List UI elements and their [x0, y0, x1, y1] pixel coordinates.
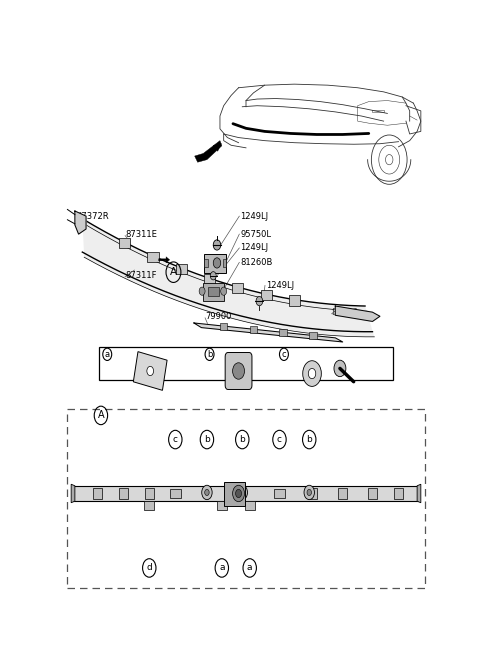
Bar — [204, 274, 215, 285]
Text: A: A — [170, 267, 177, 277]
Text: c: c — [277, 435, 282, 444]
Bar — [279, 329, 287, 336]
Bar — [368, 488, 377, 499]
Circle shape — [204, 490, 209, 496]
Circle shape — [240, 490, 244, 496]
Text: 85316: 85316 — [224, 350, 250, 359]
Bar — [93, 488, 102, 499]
Circle shape — [213, 257, 221, 268]
Circle shape — [202, 486, 212, 500]
Bar — [394, 488, 403, 499]
Bar — [309, 488, 317, 499]
Polygon shape — [335, 306, 380, 321]
Circle shape — [233, 486, 244, 502]
Text: 87311F: 87311F — [125, 271, 156, 279]
Polygon shape — [158, 257, 170, 263]
Bar — [204, 253, 226, 273]
Text: 87363: 87363 — [332, 307, 359, 317]
Text: 87375C: 87375C — [289, 353, 318, 362]
Circle shape — [334, 360, 346, 377]
Polygon shape — [75, 211, 86, 234]
Text: a: a — [247, 564, 252, 572]
Text: 81260B: 81260B — [240, 258, 273, 267]
Text: d: d — [146, 564, 152, 572]
Text: b: b — [204, 435, 210, 444]
Circle shape — [304, 486, 314, 500]
Text: 79900: 79900 — [205, 311, 231, 321]
Circle shape — [233, 363, 244, 380]
Bar — [250, 326, 257, 334]
Circle shape — [210, 271, 216, 280]
Polygon shape — [194, 323, 343, 342]
Text: a: a — [219, 564, 225, 572]
Circle shape — [199, 287, 205, 295]
Bar — [119, 238, 130, 248]
Bar — [261, 290, 272, 300]
Text: a: a — [105, 350, 110, 359]
Bar — [170, 489, 180, 498]
Circle shape — [147, 366, 154, 376]
Bar — [208, 287, 219, 296]
Text: 1249LJ: 1249LJ — [240, 211, 268, 221]
Bar — [145, 488, 154, 499]
Bar — [289, 295, 300, 305]
FancyBboxPatch shape — [225, 352, 252, 390]
Circle shape — [308, 368, 316, 379]
Text: 95750L: 95750L — [240, 229, 271, 239]
Text: c: c — [173, 435, 178, 444]
Bar — [67, 409, 424, 588]
Bar — [309, 332, 317, 340]
Text: A: A — [97, 410, 104, 420]
Bar — [204, 259, 208, 267]
Bar — [223, 259, 226, 267]
Polygon shape — [417, 484, 421, 503]
Polygon shape — [71, 484, 75, 503]
Circle shape — [256, 296, 263, 305]
Bar — [274, 489, 285, 498]
Bar — [176, 264, 187, 274]
Text: b: b — [306, 435, 312, 444]
Text: b: b — [240, 435, 245, 444]
Circle shape — [307, 490, 312, 496]
Bar — [225, 482, 245, 506]
Text: 87372R: 87372R — [77, 211, 109, 221]
Text: 87311E: 87311E — [125, 229, 157, 239]
Circle shape — [213, 240, 221, 250]
Polygon shape — [83, 219, 374, 337]
Polygon shape — [195, 141, 222, 162]
Bar — [232, 283, 243, 293]
Text: 87373D: 87373D — [121, 350, 155, 359]
Text: b: b — [207, 350, 212, 359]
Text: 1249LJ: 1249LJ — [240, 243, 268, 253]
Bar — [99, 347, 393, 380]
Circle shape — [236, 490, 241, 498]
Bar — [119, 488, 128, 499]
Text: 1249LJ: 1249LJ — [266, 281, 295, 290]
Circle shape — [303, 361, 321, 386]
Bar — [144, 501, 154, 510]
Bar — [245, 501, 254, 510]
Text: c: c — [282, 350, 286, 359]
Text: 87378X: 87378X — [289, 347, 318, 356]
Bar — [147, 252, 158, 262]
Circle shape — [221, 287, 227, 295]
Bar — [220, 323, 228, 330]
Bar — [217, 501, 227, 510]
Polygon shape — [133, 352, 167, 390]
Bar — [73, 486, 419, 501]
Circle shape — [237, 486, 248, 500]
Bar — [338, 488, 347, 499]
Bar — [203, 283, 224, 301]
Text: VIEW: VIEW — [72, 412, 98, 421]
